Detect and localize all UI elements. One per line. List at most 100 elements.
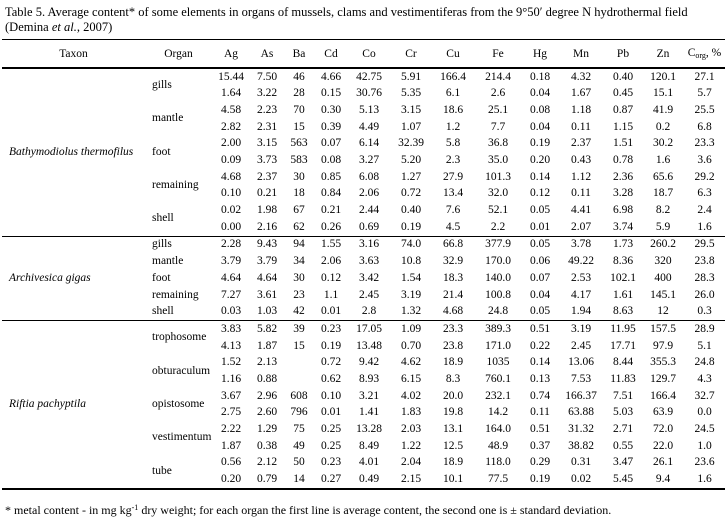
value-cell: 4.64 [220, 271, 242, 284]
value-cell: 1.94 [570, 305, 592, 318]
value-cell: 100.8 [485, 288, 511, 301]
value-cell: 0.12 [320, 271, 342, 284]
col-header-zn: Zn [642, 39, 684, 69]
value-cell: 0.05 [529, 204, 551, 217]
value-cell: 6.1 [445, 87, 461, 100]
value-cell: 0.02 [220, 204, 242, 217]
col-header-organ: Organ [145, 39, 212, 69]
value-cell: 0.05 [522, 235, 558, 254]
value-cell: 1.0 [697, 439, 712, 452]
value-cell: 563 [290, 137, 308, 150]
value-cell: 3.79 [220, 255, 242, 268]
value-cell: 0.56 [220, 456, 242, 469]
value-cell: 0.07 [320, 137, 342, 150]
value-cell: 118.0 [485, 456, 511, 469]
value-cell: 0.04 [529, 120, 551, 133]
value-cell: 31.32 [568, 423, 594, 436]
value-cell: 6.14 [358, 137, 380, 150]
value-cell: 32.9 [442, 255, 464, 268]
organ-name: shell [152, 212, 174, 225]
value-cell: 140.0 [485, 271, 511, 284]
value-cell: 36.8 [487, 137, 509, 150]
value-cell: 0.07 [529, 271, 551, 284]
value-cell: 15 [293, 120, 305, 133]
value-cell: 2.4 [697, 204, 712, 217]
value-cell: 1.73 [604, 235, 642, 254]
value-cell: 3.22 [256, 87, 278, 100]
corg-rest: , % [705, 47, 722, 59]
value-cell: 3.15 [400, 103, 422, 116]
organ-name: shell [152, 305, 174, 318]
table-row: Archivesica gigas gills 2.28 9.43 94 1.55 3.16… [2, 235, 725, 321]
value-cell: 48.9 [487, 439, 509, 452]
value-cell: 12.5 [442, 439, 464, 452]
value-cell: 320 [654, 255, 672, 268]
table-row: Riftia pachyptila trophosome 3.83 5.82 39 0.2… [2, 320, 725, 490]
value-cell: 24.5 [694, 423, 715, 436]
table-row: 1.64 3.22 28 0.15 30.76 5.35 6.1 2.6 0.04 1.67 0.4… [2, 86, 725, 103]
value-cell: 29.2 [694, 170, 715, 183]
value-cell: 75 [293, 423, 305, 436]
value-cell: 0.14 [529, 356, 551, 369]
value-cell: 5.20 [400, 154, 422, 167]
value-cell: 0.72 [400, 187, 422, 200]
value-cell: 0.20 [220, 473, 242, 486]
value-cell: 3.16 [348, 235, 390, 254]
value-cell: 0.40 [400, 204, 422, 217]
value-cell: 25.1 [487, 103, 509, 116]
value-cell: 30 [293, 170, 305, 183]
value-cell: 3.21 [358, 389, 380, 402]
value-cell: 120.1 [642, 67, 684, 86]
value-cell: 4.49 [358, 120, 380, 133]
value-cell: 0.03 [220, 305, 242, 318]
value-cell: 2.60 [256, 406, 278, 419]
value-cell: 1.03 [256, 305, 278, 318]
caption-etal: et al. [51, 20, 77, 34]
value-cell: 3.19 [400, 288, 422, 301]
taxon-name: Bathymodiolus thermofilus [2, 67, 145, 237]
organ-name: trophosome [145, 320, 212, 355]
value-cell: 49.22 [568, 255, 594, 268]
value-cell: 1.32 [400, 305, 422, 318]
value-cell: 0.87 [612, 103, 634, 116]
value-cell: 27.1 [684, 67, 725, 86]
value-cell: 39 [284, 320, 314, 338]
value-cell: 0.19 [529, 473, 551, 486]
value-cell: 2.75 [220, 406, 242, 419]
caption-year: , 2007) [76, 20, 113, 34]
value-cell: 2.04 [400, 456, 422, 469]
value-cell: 2.53 [570, 271, 592, 284]
value-cell: 2.44 [358, 204, 380, 217]
value-cell: 23 [293, 288, 305, 301]
value-cell: 4.13 [220, 339, 242, 352]
col-header-taxon: Taxon [2, 39, 145, 69]
value-cell: 3.15 [256, 137, 278, 150]
value-cell: 0.78 [612, 154, 634, 167]
footnote: * metal content - in mg kg-1 dry weight;… [5, 501, 724, 517]
value-cell: 0.22 [529, 339, 551, 352]
value-cell: 65.6 [652, 170, 674, 183]
value-cell: 18 [293, 187, 305, 200]
value-cell: 2.2 [490, 220, 506, 233]
value-cell: 2.06 [320, 255, 342, 268]
value-cell: 0.84 [320, 187, 342, 200]
table-caption: Table 5. Average content* of some elemen… [5, 5, 722, 35]
value-cell: 4.66 [314, 67, 348, 86]
value-cell: 42 [293, 305, 305, 318]
value-cell: 0.69 [358, 220, 380, 233]
value-cell: 0.13 [529, 372, 551, 385]
value-cell: 1.61 [612, 288, 634, 301]
table-row: tube 0.56 2.12 50 0.23 4.01 2.04 18.9 118.0 0.29 0… [2, 455, 725, 477]
value-cell: 1.67 [570, 87, 592, 100]
value-cell: 50 [293, 456, 305, 469]
value-cell: 3.6 [697, 154, 712, 167]
value-cell: 67 [293, 204, 305, 217]
value-cell: 0.18 [522, 67, 558, 86]
value-cell: 13.28 [356, 423, 382, 436]
value-cell: 0.11 [571, 187, 591, 200]
value-cell: 10.8 [400, 255, 422, 268]
value-cell: 0.39 [320, 120, 342, 133]
table-row: foot 4.64 4.64 30 0.12 3.42 1.54 18.3 140.0 0.07 2… [2, 270, 725, 287]
value-cell: 46 [284, 67, 314, 86]
value-cell: 23.8 [442, 339, 464, 352]
